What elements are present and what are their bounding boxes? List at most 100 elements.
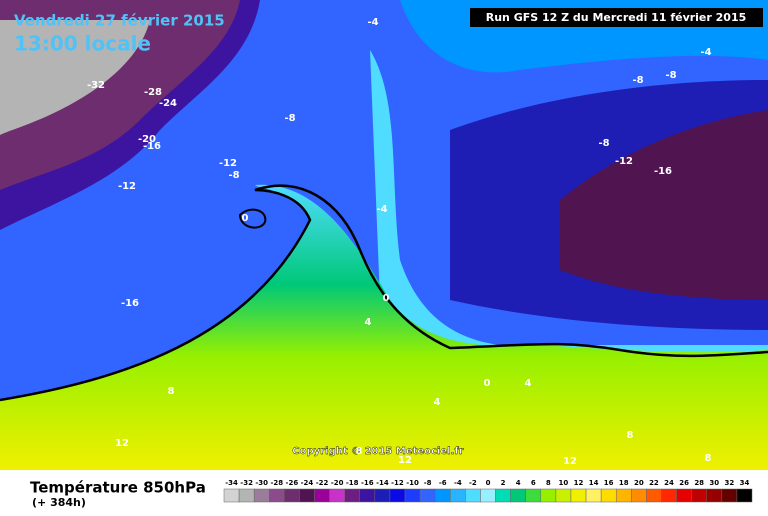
- legend-label: -30: [255, 479, 268, 487]
- contour-label: 4: [434, 397, 441, 408]
- contour-label: -28: [144, 87, 162, 98]
- contour-label: -4: [700, 47, 711, 58]
- contour-label: 0: [242, 213, 249, 224]
- legend-swatch: [736, 488, 753, 503]
- legend-label: 8: [546, 479, 551, 487]
- contour-label: -4: [376, 204, 387, 215]
- legend-label: -24: [301, 479, 314, 487]
- contour-label: -16: [121, 298, 139, 309]
- contour-label: 4: [525, 378, 532, 389]
- contour-label: 0: [383, 293, 390, 304]
- legend-swatch: [721, 488, 738, 503]
- legend-label: -16: [361, 479, 374, 487]
- legend-swatch: [374, 488, 391, 503]
- legend-swatch: [359, 488, 376, 503]
- legend-swatch: [299, 488, 315, 503]
- legend-swatch: [615, 488, 632, 503]
- legend-swatch: [525, 488, 542, 503]
- legend-swatch: [284, 488, 300, 503]
- legend-label: 30: [709, 479, 719, 487]
- legend-label: -32: [240, 479, 253, 487]
- legend-label: 26: [679, 479, 689, 487]
- legend-swatch: [661, 488, 677, 503]
- legend-swatch: [238, 488, 255, 503]
- legend-label: -2: [469, 479, 477, 487]
- contour-label: -24: [159, 98, 177, 109]
- copyright: Copyright © 2015 Meteociel.fr: [292, 446, 463, 457]
- contour-label: -8: [665, 70, 676, 81]
- legend-swatch: [706, 488, 723, 503]
- legend-swatch: [329, 488, 345, 503]
- contour-label: -12: [219, 158, 237, 169]
- legend-label: 22: [649, 479, 659, 487]
- cold-region: [0, 20, 150, 135]
- time-label: 13:00 locale: [14, 32, 151, 56]
- contour-label: -8: [228, 170, 239, 181]
- legend-label: 24: [664, 479, 674, 487]
- legend-label: -12: [391, 479, 404, 487]
- legend-label: 20: [634, 479, 644, 487]
- legend-swatch: [253, 488, 270, 503]
- contour-label: 12: [115, 438, 129, 449]
- legend-swatch: [676, 488, 692, 503]
- legend-label: -14: [376, 479, 389, 487]
- contour-label: -8: [284, 113, 295, 124]
- legend-label: -4: [454, 479, 462, 487]
- contour-label: -16: [143, 141, 161, 152]
- contour-label: 8: [627, 430, 634, 441]
- legend-swatch: [344, 488, 361, 503]
- footer-lead: (+ 384h): [32, 496, 86, 509]
- legend-swatch: [389, 488, 406, 503]
- legend-swatch: [585, 488, 602, 503]
- cold-region: [560, 110, 768, 300]
- contour-label: -12: [615, 156, 633, 167]
- legend-swatch: [223, 488, 240, 503]
- contour-label: -8: [598, 138, 609, 149]
- contour-label: 8: [705, 453, 712, 464]
- legend-label: 28: [694, 479, 704, 487]
- legend-swatch: [691, 488, 707, 503]
- contour-label: -16: [654, 166, 672, 177]
- legend-swatch: [465, 488, 481, 503]
- contour-label: 12: [398, 455, 412, 466]
- warm-region: [0, 184, 768, 470]
- legend-swatch: [434, 488, 451, 503]
- contour-label: 8: [356, 446, 363, 457]
- legend-label: -10: [406, 479, 419, 487]
- legend-swatch: [510, 488, 526, 503]
- contour-label: -20: [138, 134, 156, 145]
- legend-swatch: [314, 488, 330, 503]
- contour-label: 12: [563, 456, 577, 467]
- legend-label: 32: [724, 479, 734, 487]
- legend-label: 12: [574, 479, 584, 487]
- legend-label: 16: [604, 479, 614, 487]
- legend-swatch: [495, 488, 511, 503]
- legend-swatch: [600, 488, 617, 503]
- legend-swatch: [646, 488, 662, 503]
- legend-swatch: [404, 488, 421, 503]
- legend-swatch: [570, 488, 587, 503]
- legend-swatch: [631, 488, 647, 503]
- footer-title: Température 850hPa: [30, 479, 206, 497]
- legend-label: -22: [316, 479, 329, 487]
- zero-isotherm: [0, 184, 768, 402]
- legend-label: 14: [589, 479, 599, 487]
- legend-swatch: [540, 488, 557, 503]
- run-box: [470, 8, 763, 27]
- date-label: Vendredi 27 février 2015: [14, 12, 225, 30]
- legend-label: 0: [486, 479, 491, 487]
- legend-label: 10: [559, 479, 569, 487]
- legend-label: -28: [270, 479, 283, 487]
- legend-swatch: [269, 488, 285, 503]
- contour-label: -4: [367, 17, 378, 28]
- legend-label: 2: [501, 479, 506, 487]
- legend-swatch: [555, 488, 572, 503]
- legend-swatch: [480, 488, 496, 503]
- contour-label: 0: [484, 378, 491, 389]
- contour-label: 8: [168, 386, 175, 397]
- run-label: Run GFS 12 Z du Mercredi 11 février 2015: [486, 11, 747, 24]
- legend-label: 4: [516, 479, 521, 487]
- legend-label: 18: [619, 479, 629, 487]
- contour-label: -8: [632, 75, 643, 86]
- legend-label: -20: [331, 479, 344, 487]
